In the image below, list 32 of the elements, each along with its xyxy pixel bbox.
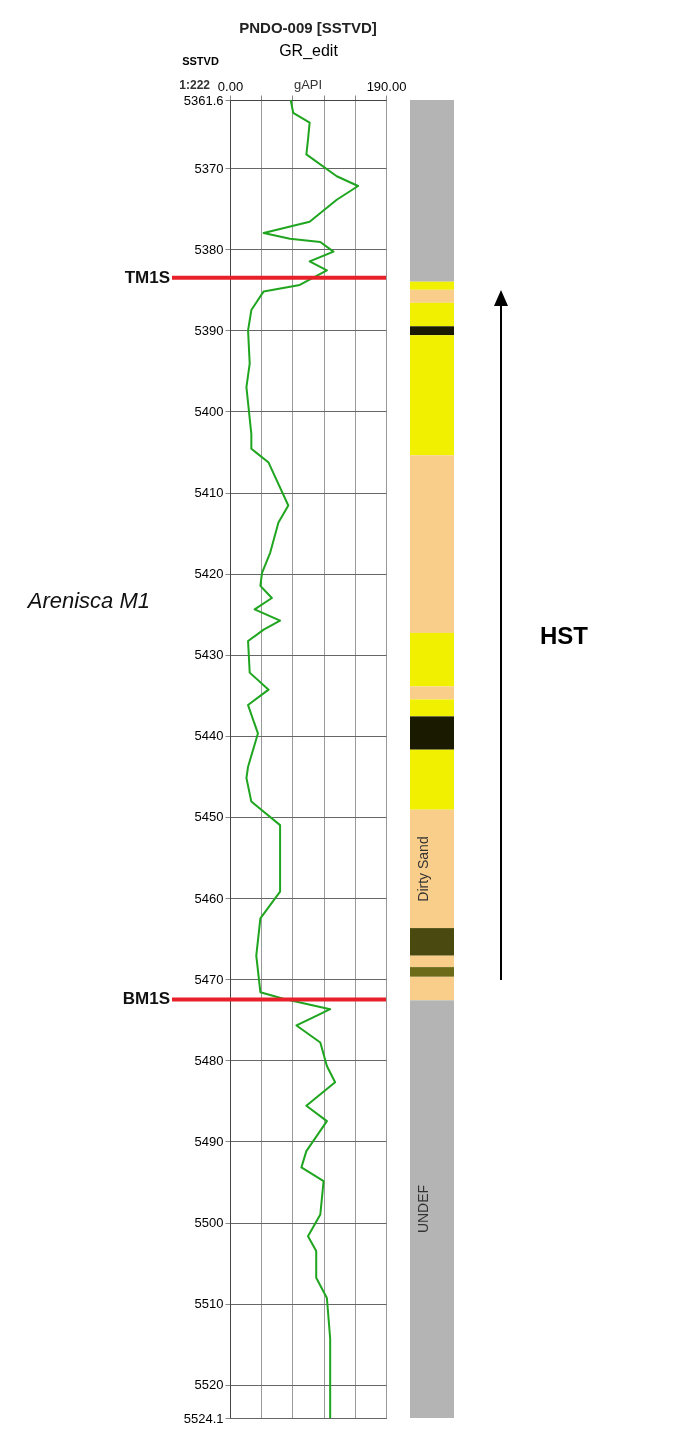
y-tick-label: 5420 bbox=[194, 566, 224, 582]
y-tick-label: 5400 bbox=[194, 403, 224, 419]
y-tick-label: 5460 bbox=[194, 890, 224, 906]
y-tick-label: 5524.1 bbox=[183, 1410, 224, 1426]
line-series bbox=[245, 100, 360, 1418]
y-tick-label: 5380 bbox=[194, 241, 224, 257]
text: HST bbox=[540, 622, 588, 650]
y-tick-label: 5361.6 bbox=[183, 92, 224, 108]
text: Arenisca M1 bbox=[25, 587, 150, 613]
ref-line-label: TM1S bbox=[124, 267, 170, 287]
y-tick-label: 5480 bbox=[194, 1052, 224, 1068]
y-tick-label: 5490 bbox=[194, 1133, 224, 1149]
x-tick-label: 190.00 bbox=[366, 78, 407, 94]
y-tick-label: 5430 bbox=[194, 647, 224, 663]
y-tick-label: 5450 bbox=[194, 809, 224, 825]
text: UNDEF bbox=[414, 1184, 431, 1234]
y-tick-label: 5520 bbox=[194, 1377, 224, 1393]
x-tick-label: 0.00 bbox=[217, 78, 244, 94]
y-tick-label: 5410 bbox=[194, 485, 224, 501]
text: 1:222 bbox=[179, 78, 211, 92]
y-tick-label: 5390 bbox=[194, 322, 224, 338]
y-tick-label: 5370 bbox=[194, 160, 224, 176]
x-axis-title: GR_edit bbox=[279, 41, 339, 60]
text: gAPI bbox=[293, 77, 323, 92]
chart-title: PNDO-009 [SSTVD] bbox=[239, 19, 377, 36]
y-axis-title: SSTVD bbox=[182, 54, 219, 67]
y-tick-label: 5510 bbox=[194, 1296, 224, 1312]
ref-line-label: BM1S bbox=[122, 989, 170, 1009]
y-tick-label: 5500 bbox=[194, 1215, 224, 1231]
text: Dirty Sand bbox=[414, 836, 431, 902]
y-tick-label: 5440 bbox=[194, 728, 224, 744]
y-tick-label: 5470 bbox=[194, 971, 224, 987]
